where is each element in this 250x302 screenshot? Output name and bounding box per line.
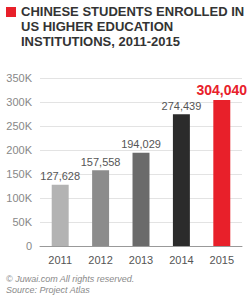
svg-text:2015: 2015	[210, 254, 234, 266]
html-text:© Juwai.com All rights reserve: © Juwai.com All rights reserved.	[6, 274, 135, 284]
svg-text:300K: 300K	[6, 96, 32, 108]
html-text:CHINESE STUDENTS ENROLLED IN U: CHINESE STUDENTS ENROLLED IN US HIGHER E…	[21, 4, 245, 49]
svg-text:274,439: 274,439	[162, 100, 202, 112]
svg-text:50K: 50K	[12, 216, 32, 228]
svg-text:304,040: 304,040	[196, 82, 247, 98]
svg-text:150K: 150K	[6, 168, 32, 180]
svg-text:100K: 100K	[6, 192, 32, 204]
svg-text:127,628: 127,628	[40, 170, 80, 182]
svg-text:0: 0	[26, 240, 32, 252]
svg-text:350K: 350K	[6, 72, 32, 84]
svg-text:2012: 2012	[88, 254, 112, 266]
svg-text:157,558: 157,558	[81, 156, 121, 168]
svg-text:200K: 200K	[6, 144, 32, 156]
svg-text:2013: 2013	[129, 254, 153, 266]
svg-text:2014: 2014	[169, 254, 193, 266]
svg-text:2011: 2011	[48, 254, 72, 266]
svg-text:194,029: 194,029	[121, 138, 161, 150]
html-text:Source: Project Atlas: Source: Project Atlas	[6, 285, 90, 295]
svg-text:250K: 250K	[6, 120, 32, 132]
